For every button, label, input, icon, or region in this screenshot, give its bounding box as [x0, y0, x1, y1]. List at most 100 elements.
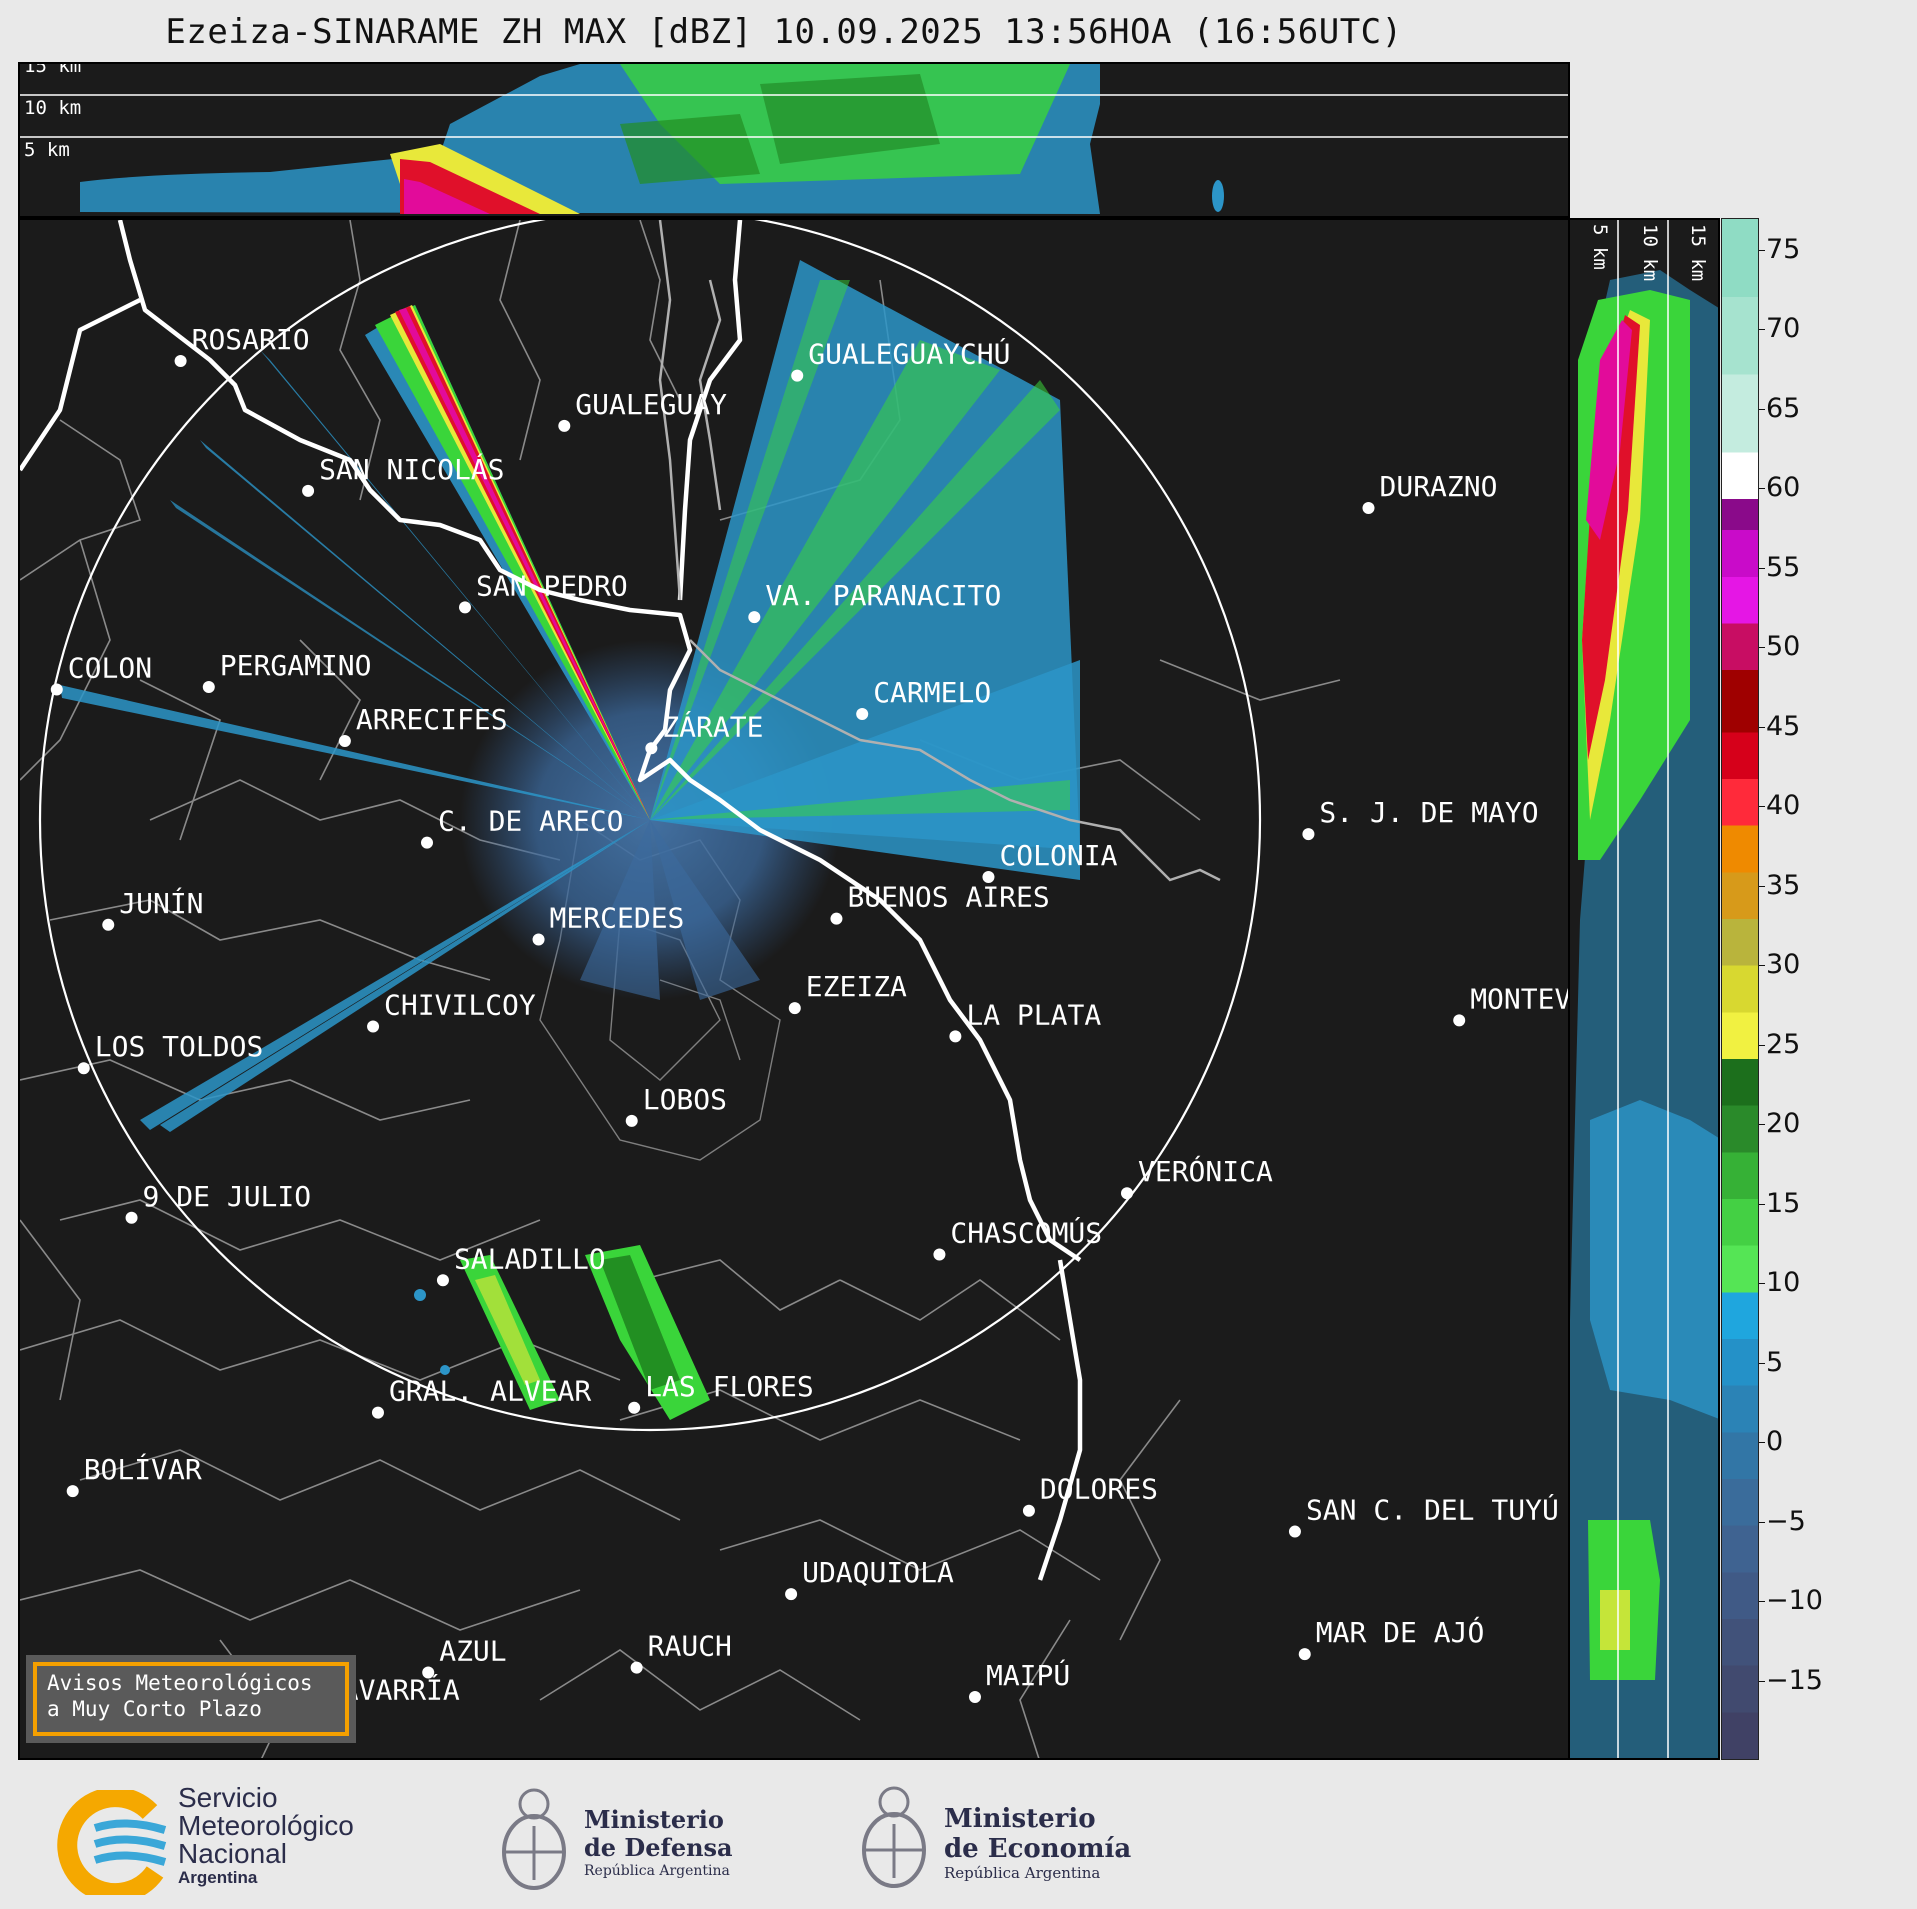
smn-line-3: Nacional: [178, 1838, 287, 1869]
top-alt-label-10: 10 km: [24, 97, 81, 119]
colorbar-tick-mark: [1759, 1521, 1765, 1523]
economia-line-1: Ministerio: [944, 1804, 1096, 1834]
city-label: COLONIA: [999, 839, 1117, 872]
city-marker: [367, 1020, 380, 1033]
city-marker: [202, 681, 215, 694]
city-label: GUALEGUAYCHÚ: [808, 337, 1010, 371]
footer-logos: Servicio Meteorológico Nacional Argentin…: [0, 1760, 1917, 1909]
city-marker: [968, 1691, 981, 1704]
colorbar-tick-mark: [1759, 249, 1765, 251]
city-marker: [1302, 828, 1315, 841]
city-label: ROSARIO: [192, 323, 310, 356]
alert-line-1: Avisos Meteorológicos: [47, 1671, 313, 1695]
city-label: CARMELO: [873, 676, 991, 709]
city-marker: [1022, 1504, 1035, 1517]
city-label: DURAZNO: [1379, 470, 1497, 503]
alert-line-2: a Muy Corto Plazo: [47, 1697, 262, 1721]
city-label: DOLORES: [1040, 1473, 1158, 1506]
city-marker: [1453, 1014, 1466, 1027]
city-label: LOBOS: [643, 1083, 727, 1116]
city-label: SALADILLO: [454, 1242, 606, 1275]
colorbar-tick-mark: [1759, 647, 1765, 649]
colorbar-tick-mark: [1759, 408, 1765, 410]
colorbar-tick-mark: [1759, 1203, 1765, 1205]
cities-layer: ROSARIO GUALEGUAYCHÚ GUALEGUAY SAN NICOLÁS D…: [50, 323, 1570, 1718]
city-marker: [302, 484, 315, 497]
city-marker: [856, 707, 869, 720]
side-cross-section-svg: 5 km 10 km 15 km: [1570, 220, 1718, 1758]
side-cross-section-panel: 5 km 10 km 15 km: [1568, 218, 1720, 1760]
defensa-emblem-icon: [502, 1788, 566, 1890]
colorbar-tick-label: 40: [1766, 790, 1801, 822]
city-marker: [933, 1248, 946, 1261]
city-label: SAN PEDRO: [476, 569, 628, 602]
city-marker: [459, 601, 472, 614]
colorbar: [1721, 218, 1759, 1760]
colorbar-tick-mark: [1759, 567, 1765, 569]
colorbar-tick-label: 25: [1766, 1028, 1801, 1060]
radar-map-panel: ROSARIO GUALEGUAYCHÚ GUALEGUAY SAN NICOLÁS D…: [18, 218, 1570, 1760]
city-marker: [628, 1401, 641, 1414]
city-marker: [1120, 1187, 1133, 1200]
smn-line-1: Servicio: [178, 1782, 278, 1813]
defensa-line-1: Ministerio: [584, 1805, 724, 1834]
colorbar-tick-label: 5: [1766, 1346, 1784, 1378]
colorbar-tick-label: 0: [1766, 1426, 1784, 1458]
city-label: SAN C. DEL TUYÚ: [1306, 1493, 1559, 1527]
colorbar-tick-mark: [1759, 806, 1765, 808]
colorbar-tick-label: 55: [1766, 551, 1801, 583]
smn-line-2: Meteorológico: [178, 1810, 354, 1841]
city-marker: [436, 1274, 449, 1287]
colorbar-tick-label: 65: [1766, 392, 1801, 424]
economia-line-3: República Argentina: [944, 1864, 1101, 1882]
chart-title: Ezeiza-SINARAME ZH MAX [dBZ] 10.09.2025 …: [165, 12, 1403, 52]
radar-map-svg: ROSARIO GUALEGUAYCHÚ GUALEGUAY SAN NICOLÁS D…: [20, 220, 1570, 1758]
city-label: SAN NICOLÁS: [319, 452, 504, 486]
city-label: LAS FLORES: [645, 1370, 814, 1403]
city-label: VERÓNICA: [1138, 1154, 1273, 1188]
top-cross-section-panel: 15 km 10 km 5 km: [18, 62, 1570, 218]
colorbar-tick-mark: [1759, 1044, 1765, 1046]
city-marker: [125, 1211, 138, 1224]
side-alt-label-15: 15 km: [1687, 224, 1709, 281]
city-label: BOLÍVAR: [84, 1452, 202, 1486]
city-label: CHIVILCOY: [384, 989, 536, 1022]
city-label: ARRECIFES: [356, 703, 508, 736]
city-label: RAUCH: [648, 1630, 732, 1663]
top-cross-section-svg: 15 km 10 km 5 km: [20, 64, 1568, 214]
city-label: MONTEVIDEO: [1470, 982, 1570, 1015]
city-label: COLON: [68, 651, 152, 684]
colorbar-tick-label: 70: [1766, 313, 1801, 345]
economia-emblem-icon: [862, 1786, 926, 1888]
city-marker: [645, 742, 658, 755]
city-label: MAR DE AJÓ: [1316, 1615, 1485, 1649]
city-marker: [77, 1062, 90, 1075]
colorbar-tick-label: 60: [1766, 472, 1801, 504]
city-label: PERGAMINO: [220, 649, 372, 682]
colorbar-tick-mark: [1759, 1362, 1765, 1364]
colorbar-tick-label: 50: [1766, 631, 1801, 663]
colorbar-tick-label: 20: [1766, 1108, 1801, 1140]
alert-box[interactable]: Avisos Meteorológicos a Muy Corto Plazo: [26, 1655, 356, 1743]
city-marker: [1298, 1648, 1311, 1661]
city-marker: [1288, 1525, 1301, 1538]
city-marker: [748, 611, 761, 624]
colorbar-tick-label: −15: [1766, 1664, 1823, 1696]
city-label: AZUL: [439, 1635, 506, 1668]
colorbar-tick-mark: [1759, 1442, 1765, 1444]
city-marker: [949, 1030, 962, 1043]
city-label: VA. PARANACITO: [765, 579, 1001, 612]
smn-line-4: Argentina: [178, 1868, 258, 1887]
city-marker: [532, 933, 545, 946]
top-alt-label-15: 15 km: [24, 64, 81, 77]
colorbar-tick-mark: [1759, 1601, 1765, 1603]
colorbar-tick-label: 75: [1766, 233, 1801, 265]
smn-logo-icon: [57, 1790, 167, 1895]
city-label: LA PLATA: [966, 998, 1101, 1031]
city-marker: [788, 1002, 801, 1015]
city-label: MERCEDES: [550, 902, 685, 935]
colorbar-tick-label: 35: [1766, 869, 1801, 901]
colorbar-tick-label: −5: [1766, 1505, 1806, 1537]
city-marker: [791, 369, 804, 382]
city-label: C. DE ARECO: [438, 805, 623, 838]
